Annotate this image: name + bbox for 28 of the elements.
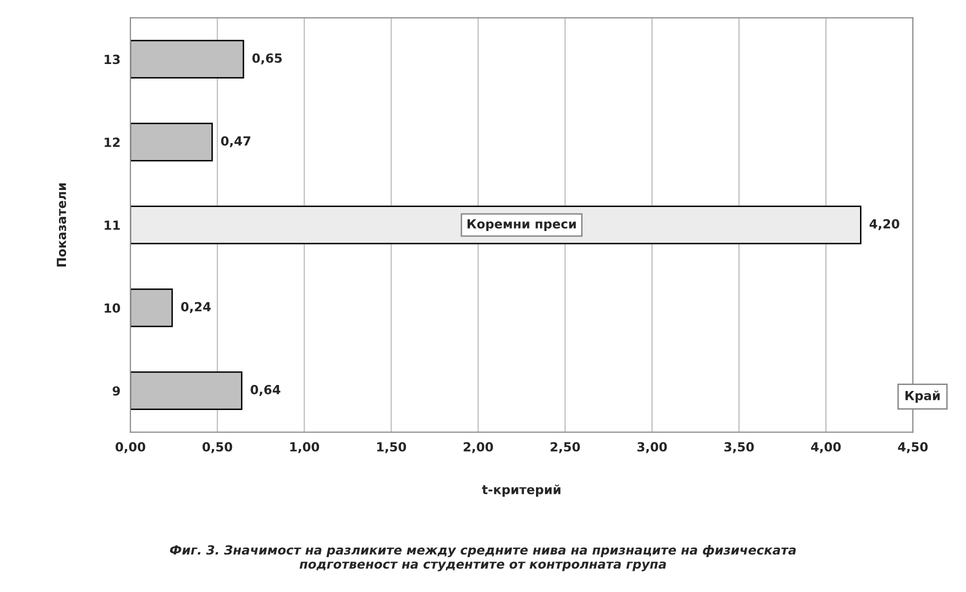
- annotation: Коремни преси: [468, 219, 576, 232]
- x-tick-label: 0,50: [202, 442, 232, 454]
- data-label: 4,20: [870, 219, 900, 230]
- text: Фиг. 3. Значимост на разликите между средните нива на признаците на физическата подготвеност на студентите от контролната група: [170, 544, 796, 572]
- x-tick-label: 3,50: [724, 442, 754, 454]
- y-tick-label: 9: [112, 386, 120, 396]
- y-tick-label: 11: [104, 220, 120, 230]
- x-tick-label: 3,00: [637, 442, 667, 454]
- y-tick-label: 12: [104, 138, 120, 147]
- y-tick-label: 13: [104, 54, 120, 64]
- x-axis-title: t-критерий: [482, 484, 560, 497]
- x-tick-label: 1,50: [377, 442, 406, 454]
- x-tick-label: 0,00: [116, 442, 146, 454]
- data-label: 0,47: [221, 136, 250, 148]
- x-tick-label: 1,00: [290, 442, 320, 454]
- annotation: Край: [906, 390, 940, 403]
- x-tick-label: 2,00: [464, 442, 493, 454]
- bar: [130, 288, 173, 328]
- x-tick-label: 4,00: [811, 442, 841, 454]
- bar: [130, 206, 862, 244]
- data-label: 0,65: [252, 53, 282, 64]
- y-axis-title: Показатели: [56, 183, 66, 266]
- x-tick-label: 2,50: [550, 442, 580, 454]
- y-tick-label: 10: [104, 303, 120, 313]
- bar: [130, 122, 213, 162]
- data-label: 0,24: [181, 302, 211, 314]
- x-tick-label: 4,50: [898, 442, 928, 454]
- data-label: 0,64: [250, 384, 280, 396]
